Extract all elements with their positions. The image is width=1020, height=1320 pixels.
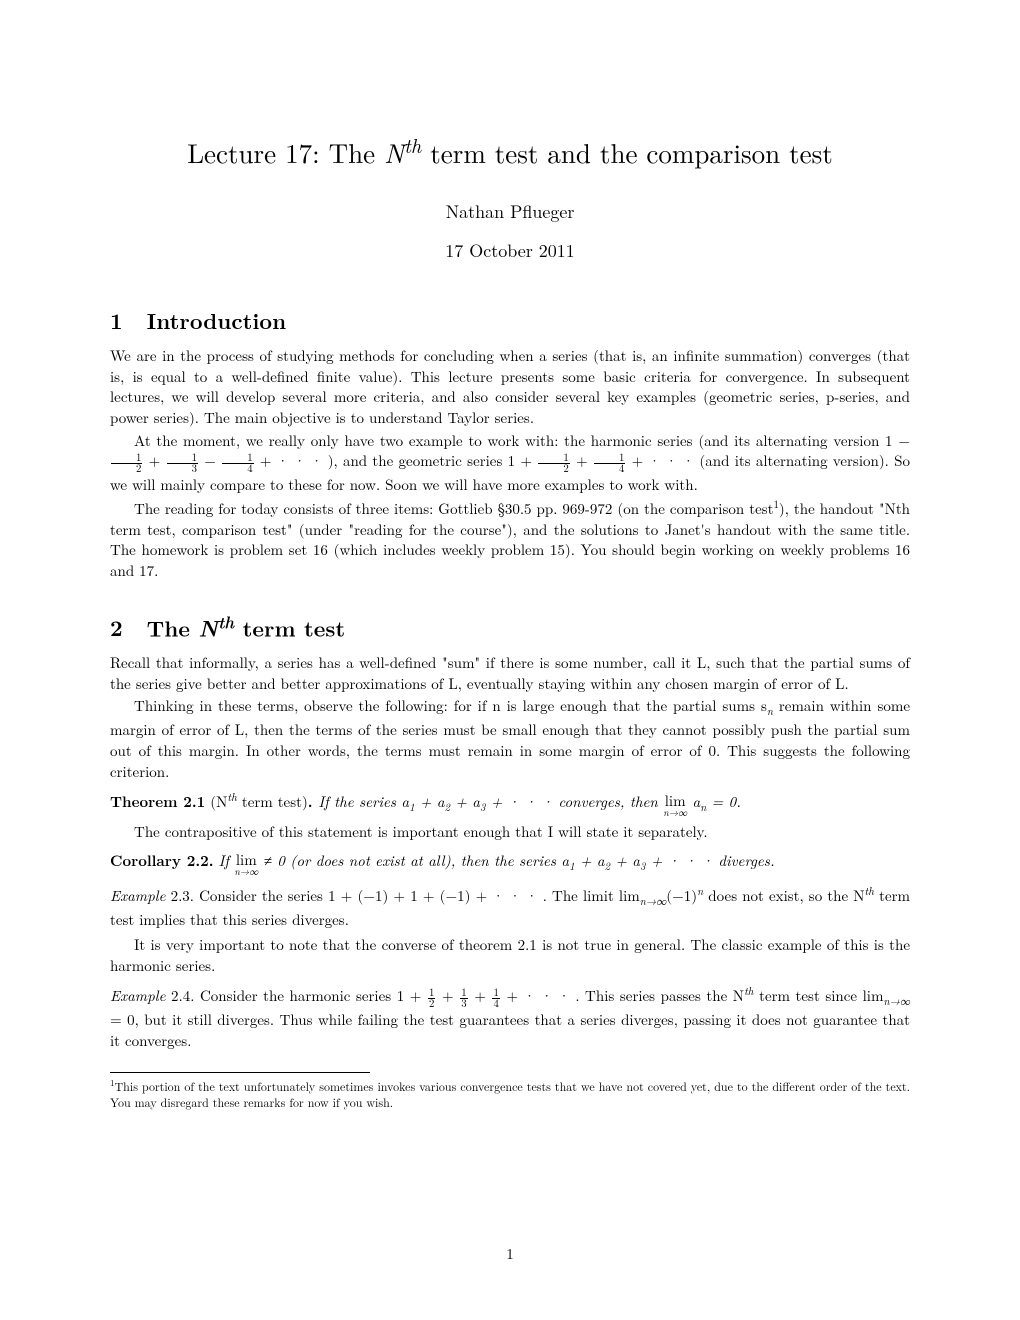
ex24-a: Consider the harmonic series 1 + bbox=[194, 985, 427, 1006]
frac-quarter: 14 bbox=[222, 453, 253, 476]
example-2-4: Example 2.4. Consider the harmonic serie… bbox=[110, 984, 910, 1051]
section-2-N: N bbox=[198, 611, 218, 643]
intro-p2-a: At the moment, we really only have two e… bbox=[134, 430, 910, 451]
ex23-b: (−1) bbox=[666, 885, 697, 906]
thm21-paren-post: term test) bbox=[237, 791, 308, 812]
sec2-para-4: It is very important to note that the co… bbox=[110, 935, 910, 976]
thm21-dot: . bbox=[308, 791, 319, 812]
lim-expr: limn→∞ bbox=[663, 793, 687, 818]
ex24-num: 2.4. bbox=[165, 985, 194, 1006]
sec2-para-1: Recall that informally, a series has a w… bbox=[110, 653, 910, 694]
intro-p2-b: + bbox=[143, 450, 165, 471]
frac-quarter-3: 14 bbox=[492, 988, 499, 1011]
s2-p2-a: Thinking in these terms, observe the fol… bbox=[134, 695, 767, 716]
page: Lecture 17: The Nth term test and the co… bbox=[0, 0, 1020, 1320]
title-pre: Lecture 17: The bbox=[187, 133, 384, 171]
intro-p2-e: + bbox=[571, 450, 593, 471]
section-2-heading: 2 The Nth term test bbox=[110, 610, 910, 643]
sec2-para-2: Thinking in these terms, observe the fol… bbox=[110, 696, 910, 782]
frac-half-2: 12 bbox=[538, 453, 569, 476]
theorem-2-1-head: Theorem 2.1 bbox=[110, 791, 205, 812]
section-1-heading: 1 Introduction bbox=[110, 305, 910, 336]
footnote-text: This portion of the text unfortunately s… bbox=[110, 1078, 910, 1111]
ex24-e: term test since lim bbox=[754, 985, 884, 1006]
intro-p2-c: − bbox=[199, 450, 221, 471]
intro-para-2: At the moment, we really only have two e… bbox=[110, 431, 910, 496]
ex23-a: Consider the series 1 + (−1) + 1 + (−1) … bbox=[194, 885, 640, 906]
title-post: term test and the comparison test bbox=[421, 133, 833, 171]
frac-third-2: 13 bbox=[460, 988, 467, 1011]
ex23-num: 2.3. bbox=[165, 885, 193, 906]
footnote-1: 1This portion of the text unfortunately … bbox=[110, 1077, 910, 1111]
intro-para-3: The reading for today consists of three … bbox=[110, 498, 910, 582]
thm21-th: th bbox=[227, 789, 236, 805]
cor22-body: If bbox=[219, 850, 235, 871]
ex24-head: Example bbox=[110, 985, 165, 1006]
theorem-2-1: Theorem 2.1 (Nth term test). If the seri… bbox=[110, 790, 910, 818]
ex23-c: does not exist, so the N bbox=[703, 885, 864, 906]
intro-para-1: We are in the process of studying method… bbox=[110, 346, 910, 429]
cor-2-2-head: Corollary 2.2. bbox=[110, 850, 214, 871]
document-title: Lecture 17: The Nth term test and the co… bbox=[110, 130, 910, 171]
section-2-post: term test bbox=[234, 612, 345, 643]
ex23-head: Example bbox=[110, 885, 165, 906]
frac-half: 12 bbox=[111, 453, 142, 476]
title-N: N bbox=[384, 133, 404, 171]
section-2-th: th bbox=[218, 610, 234, 634]
ex24-f: = 0, but it still diverges. Thus while f… bbox=[110, 1009, 910, 1051]
section-2-pre: The bbox=[147, 612, 199, 643]
frac-third: 13 bbox=[167, 453, 198, 476]
date: 17 October 2011 bbox=[110, 238, 910, 263]
title-th: th bbox=[404, 130, 421, 159]
lim-expr-2: limn→∞ bbox=[234, 852, 258, 877]
thm21-body: If the series a1 + a2 + a3 + · · · conve… bbox=[318, 791, 663, 812]
frac-quarter-2: 14 bbox=[594, 453, 625, 476]
ex24-d: + · · · . This series passes the N bbox=[501, 985, 744, 1006]
example-2-3: Example 2.3. Consider the series 1 + (−1… bbox=[110, 884, 910, 931]
author: Nathan Pflueger bbox=[110, 199, 910, 224]
intro-p3-a: The reading for today consists of three … bbox=[134, 498, 773, 519]
footnote-rule bbox=[110, 1072, 370, 1073]
section-2-num: 2 bbox=[110, 612, 123, 643]
section-1-num: 1 bbox=[110, 305, 123, 336]
thm21-paren-pre: (N bbox=[205, 791, 227, 812]
frac-half-3: 12 bbox=[428, 988, 435, 1011]
corollary-2-2: Corollary 2.2. If limn→∞ ≠ 0 (or does no… bbox=[110, 851, 910, 877]
section-1-name: Introduction bbox=[147, 305, 286, 336]
intro-p2-d: + · · · ), and the geometric series 1 + bbox=[255, 450, 538, 471]
page-number: 1 bbox=[0, 1243, 1020, 1264]
sec2-para-3: The contrapositive of this statement is … bbox=[110, 822, 910, 843]
